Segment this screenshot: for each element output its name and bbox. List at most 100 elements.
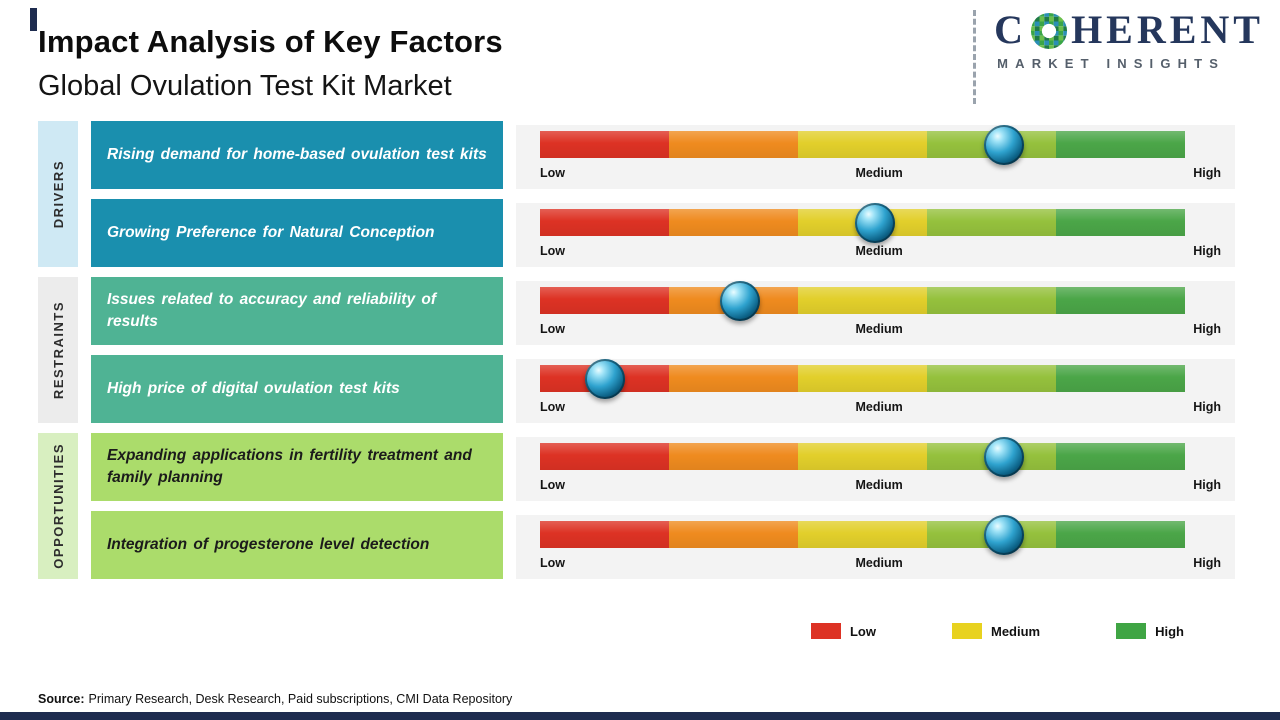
- logo-letters-rest: HERENT: [1071, 7, 1264, 52]
- scale-label-low: Low: [540, 478, 565, 492]
- scale-label-medium: Medium: [855, 478, 903, 492]
- scale-label-high: High: [1193, 556, 1221, 570]
- scale-labels: Low Medium High: [540, 556, 1221, 570]
- factor-box-1: Rising demand for home-based ovulation t…: [91, 121, 503, 189]
- scale-labels: Low Medium High: [540, 400, 1221, 414]
- category-strip-opportunities: OPPORTUNITIES: [38, 433, 78, 579]
- accent-mark: [30, 8, 37, 31]
- bar-segment-low: [540, 521, 669, 548]
- logo-brand: C: [994, 10, 1264, 50]
- bar-segment-low-mid: [669, 365, 798, 392]
- bar-segment-mid: [798, 521, 927, 548]
- bar-segment-low: [540, 131, 669, 158]
- impact-bar-3: [540, 280, 1185, 321]
- factor-text: Issues related to accuracy and reliabili…: [107, 290, 437, 330]
- bar-segment-mid-high: [927, 365, 1056, 392]
- scale-label-medium: Medium: [855, 322, 903, 336]
- impact-marker-6: [984, 514, 1025, 555]
- bar-segment-high: [1056, 287, 1185, 314]
- logo-text: C: [994, 10, 1264, 72]
- scale-label-high: High: [1193, 244, 1221, 258]
- factor-text: Growing Preference for Natural Conceptio…: [107, 223, 435, 241]
- legend-label-high: High: [1155, 623, 1184, 639]
- bar-segment-mid-high: [927, 209, 1056, 236]
- factor-text: High price of digital ovulation test kit…: [107, 379, 400, 397]
- category-label-opportunities: OPPORTUNITIES: [50, 443, 66, 569]
- page-subtitle: Global Ovulation Test Kit Market: [38, 70, 452, 102]
- scale-label-high: High: [1193, 400, 1221, 414]
- scale-labels: Low Medium High: [540, 322, 1221, 336]
- category-strip-drivers: DRIVERS: [38, 121, 78, 267]
- category-label-drivers: DRIVERS: [50, 159, 66, 229]
- impact-scale-panel-4: Low Medium High: [516, 358, 1235, 423]
- legend-swatch-low: [810, 623, 841, 639]
- bar-segment-low-mid: [669, 521, 798, 548]
- legend: Low Medium High: [0, 623, 1184, 639]
- factor-text: Expanding applications in fertility trea…: [107, 446, 472, 486]
- impact-scale-panel-3: Low Medium High: [516, 280, 1235, 345]
- header: Impact Analysis of Key Factors Global Ov…: [0, 0, 1280, 103]
- legend-item-high: High: [1116, 623, 1184, 639]
- scale-label-low: Low: [540, 400, 565, 414]
- scale-label-low: Low: [540, 244, 565, 258]
- impact-scale-panel-5: Low Medium High: [516, 436, 1235, 501]
- scale-labels: Low Medium High: [540, 244, 1221, 258]
- category-label-restraints: RESTRAINTS: [50, 300, 66, 400]
- impact-bar-1: [540, 124, 1185, 165]
- factor-text: Rising demand for home-based ovulation t…: [107, 145, 487, 163]
- bottom-bar: [0, 712, 1280, 720]
- impact-marker-3: [719, 280, 760, 321]
- source-text: Primary Research, Desk Research, Paid su…: [88, 692, 513, 706]
- scale-label-low: Low: [540, 556, 565, 570]
- impact-bar-2: [540, 202, 1185, 243]
- impact-grid: DRIVERS RESTRAINTS OPPORTUNITIES Rising …: [38, 121, 1235, 579]
- logo-o-mosaic-icon: [1030, 12, 1068, 50]
- bar-segment-mid: [798, 287, 927, 314]
- bar-segment-mid-high: [927, 287, 1056, 314]
- scale-label-medium: Medium: [855, 166, 903, 180]
- source-label: Source:: [38, 692, 85, 706]
- bar-segment-low-mid: [669, 131, 798, 158]
- bar-segment-mid: [798, 365, 927, 392]
- bar-segment-low: [540, 287, 669, 314]
- category-strip-restraints: RESTRAINTS: [38, 277, 78, 423]
- legend-item-low: Low: [810, 623, 876, 639]
- impact-bar-6: [540, 514, 1185, 555]
- bar-segment-high: [1056, 443, 1185, 470]
- source-line: Source: Primary Research, Desk Research, …: [38, 692, 512, 706]
- bar-segment-low: [540, 443, 669, 470]
- impact-scale-panel-2: Low Medium High: [516, 202, 1235, 267]
- bar-segment-mid: [798, 443, 927, 470]
- impact-scale-panel-6: Low Medium High: [516, 514, 1235, 579]
- factor-box-6: Integration of progesterone level detect…: [91, 511, 503, 579]
- scale-label-high: High: [1193, 322, 1221, 336]
- factor-box-3: Issues related to accuracy and reliabili…: [91, 277, 503, 345]
- scale-label-low: Low: [540, 166, 565, 180]
- scale-label-medium: Medium: [855, 556, 903, 570]
- impact-bar-5: [540, 436, 1185, 477]
- legend-swatch-high: [1116, 623, 1147, 639]
- scale-labels: Low Medium High: [540, 478, 1221, 492]
- bar-segment-mid: [798, 131, 927, 158]
- scale-label-medium: Medium: [855, 244, 903, 258]
- legend-swatch-medium: [951, 623, 982, 639]
- bar-segment-high: [1056, 365, 1185, 392]
- scale-label-high: High: [1193, 478, 1221, 492]
- factor-box-4: High price of digital ovulation test kit…: [91, 355, 503, 423]
- impact-marker-2: [855, 202, 896, 243]
- impact-bar-4: [540, 358, 1185, 399]
- logo: C: [973, 10, 1264, 104]
- legend-label-low: Low: [849, 623, 876, 639]
- factor-text: Integration of progesterone level detect…: [107, 535, 430, 553]
- factor-box-2: Growing Preference for Natural Conceptio…: [91, 199, 503, 267]
- bar-segment-low-mid: [669, 209, 798, 236]
- impact-marker-5: [984, 436, 1025, 477]
- impact-marker-4: [584, 358, 625, 399]
- logo-letter-c: C: [994, 7, 1028, 52]
- impact-scale-panel-1: Low Medium High: [516, 124, 1235, 189]
- scale-label-medium: Medium: [855, 400, 903, 414]
- legend-item-medium: Medium: [951, 623, 1040, 639]
- scale-label-low: Low: [540, 322, 565, 336]
- logo-tagline: MARKET INSIGHTS: [997, 56, 1226, 71]
